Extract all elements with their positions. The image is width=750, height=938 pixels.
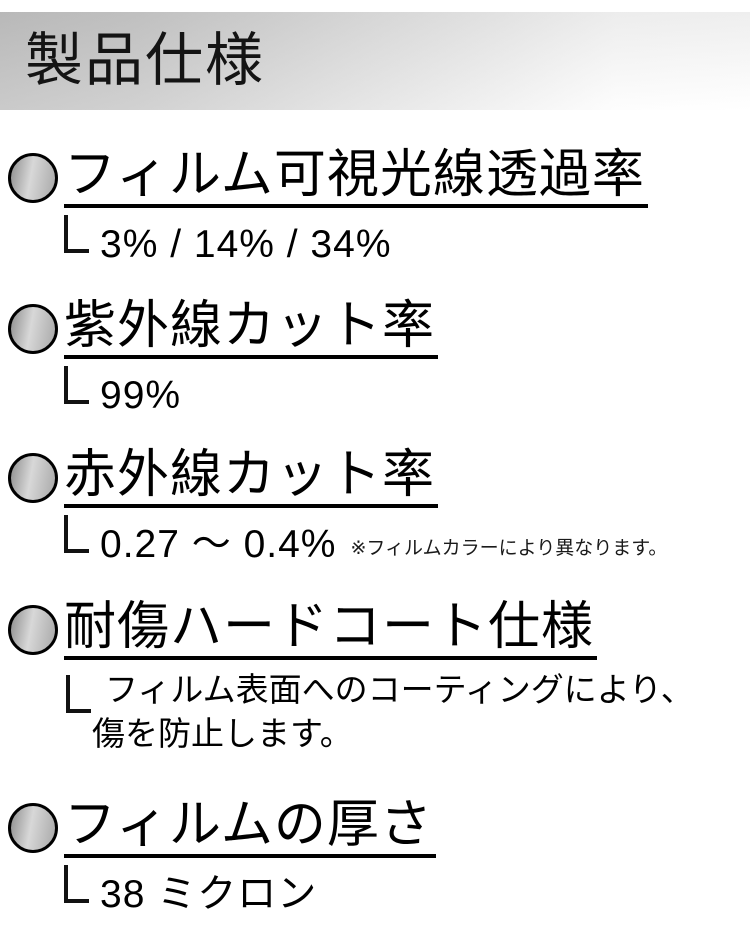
section-visible-light-transmittance: フィルム可視光線透過率 3% / 14% / 34% bbox=[8, 147, 750, 267]
l-connector-icon bbox=[66, 675, 91, 714]
section-hard-coat: 耐傷ハードコート仕様 フィルム表面へのコーティングにより、 傷を防止します。 bbox=[8, 600, 750, 755]
spec-list: フィルム可視光線透過率 3% / 14% / 34% 紫外線カット率 99% 赤… bbox=[0, 147, 750, 917]
section-heading: 赤外線カット率 bbox=[64, 447, 439, 508]
section-heading: 紫外線カット率 bbox=[64, 298, 439, 359]
section-uv-cut-rate: 紫外線カット率 99% bbox=[8, 298, 750, 418]
section-ir-cut-rate: 赤外線カット率 0.27 〜 0.4% ※フィルムカラーにより異なります。 bbox=[8, 447, 750, 567]
section-heading-row: 赤外線カット率 bbox=[8, 447, 750, 508]
page-title: 製品仕様 bbox=[25, 28, 266, 93]
section-value: 3% / 14% / 34% bbox=[100, 223, 392, 267]
gradient-circle-icon bbox=[8, 153, 58, 204]
gradient-circle-icon bbox=[8, 605, 58, 656]
section-value-row: 3% / 14% / 34% bbox=[64, 212, 750, 267]
gradient-circle-icon bbox=[8, 452, 58, 503]
section-heading-row: 耐傷ハードコート仕様 bbox=[8, 600, 750, 661]
section-body-line: 傷を防止します。 bbox=[92, 715, 353, 752]
section-heading: フィルムの厚さ bbox=[64, 797, 436, 858]
l-connector-icon bbox=[64, 864, 89, 903]
section-body-line: フィルム表面へのコーティングにより、 bbox=[105, 671, 694, 709]
section-value: 99% bbox=[100, 373, 182, 417]
section-value: 0.27 〜 0.4% bbox=[100, 522, 337, 566]
section-note: ※フィルムカラーにより異なります。 bbox=[350, 537, 668, 559]
section-heading-row: フィルムの厚さ bbox=[8, 797, 750, 858]
gradient-circle-icon bbox=[8, 303, 58, 354]
l-connector-icon bbox=[64, 365, 89, 404]
l-connector-icon bbox=[64, 215, 89, 254]
section-value-row: 38 ミクロン bbox=[64, 862, 750, 917]
section-heading: 耐傷ハードコート仕様 bbox=[64, 600, 598, 661]
l-connector-icon bbox=[64, 514, 89, 553]
section-value-row: 0.27 〜 0.4% ※フィルムカラーにより異なります。 bbox=[64, 512, 750, 567]
section-value-row: フィルム表面へのコーティングにより、 傷を防止します。 bbox=[8, 668, 750, 755]
section-heading: フィルム可視光線透過率 bbox=[64, 147, 648, 209]
section-film-thickness: フィルムの厚さ 38 ミクロン bbox=[8, 797, 750, 917]
header-band: 製品仕様 bbox=[0, 12, 750, 110]
gradient-circle-icon bbox=[8, 802, 58, 853]
section-heading-row: 紫外線カット率 bbox=[8, 298, 750, 359]
section-heading-row: フィルム可視光線透過率 bbox=[8, 147, 750, 209]
section-value: 38 ミクロン bbox=[100, 872, 318, 916]
section-value-row: 99% bbox=[64, 363, 750, 418]
